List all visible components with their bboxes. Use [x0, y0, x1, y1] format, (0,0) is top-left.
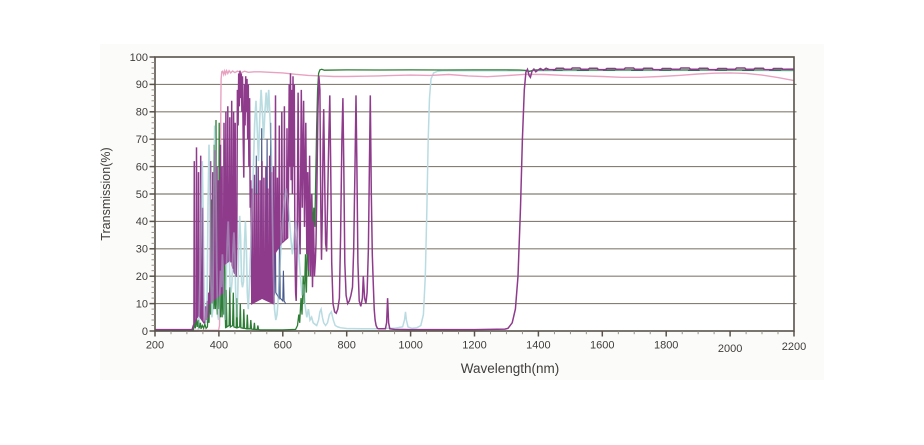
svg-text:0: 0: [142, 326, 148, 338]
svg-text:1200: 1200: [462, 340, 486, 352]
svg-text:80: 80: [136, 107, 148, 119]
svg-text:400: 400: [210, 340, 228, 352]
svg-text:70: 70: [136, 134, 148, 146]
svg-text:40: 40: [136, 216, 148, 228]
svg-text:1400: 1400: [526, 340, 550, 352]
svg-text:20: 20: [136, 271, 148, 283]
svg-text:30: 30: [136, 244, 148, 256]
svg-text:2000: 2000: [718, 343, 742, 355]
svg-text:2200: 2200: [782, 341, 806, 353]
svg-text:90: 90: [136, 79, 148, 91]
svg-text:1600: 1600: [590, 340, 614, 352]
svg-text:Wavelength(nm): Wavelength(nm): [461, 361, 560, 376]
svg-text:Transmission(%): Transmission(%): [99, 147, 113, 240]
svg-text:800: 800: [338, 340, 356, 352]
svg-text:600: 600: [274, 340, 292, 352]
svg-text:10: 10: [136, 298, 148, 310]
svg-text:1800: 1800: [654, 340, 678, 352]
svg-text:50: 50: [136, 189, 148, 201]
svg-text:200: 200: [146, 340, 164, 352]
svg-text:60: 60: [136, 161, 148, 173]
svg-text:1000: 1000: [398, 340, 422, 352]
svg-text:100: 100: [130, 52, 148, 64]
